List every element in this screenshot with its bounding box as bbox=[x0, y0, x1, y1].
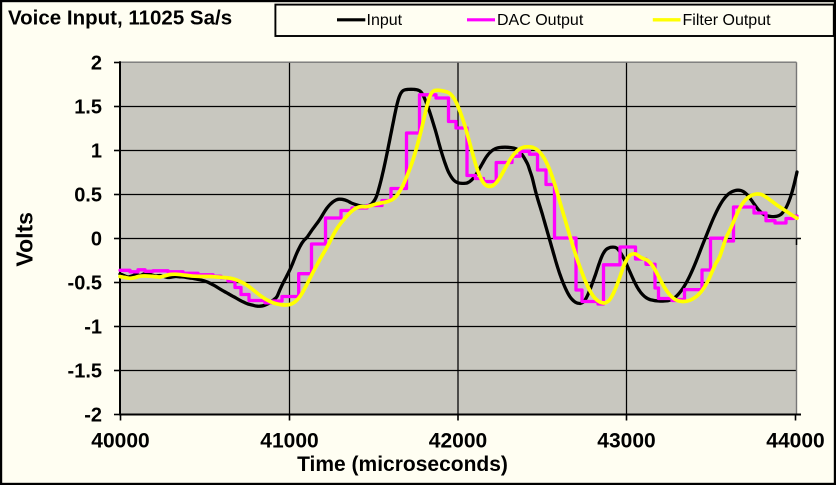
svg-text:2: 2 bbox=[91, 53, 102, 75]
svg-text:Time (microseconds): Time (microseconds) bbox=[297, 453, 508, 476]
svg-text:42000: 42000 bbox=[429, 430, 487, 453]
svg-text:1: 1 bbox=[91, 141, 102, 163]
svg-text:DAC Output: DAC Output bbox=[497, 12, 584, 29]
svg-text:Voice Input, 11025 Sa/s: Voice Input, 11025 Sa/s bbox=[8, 7, 232, 30]
svg-text:1.5: 1.5 bbox=[74, 97, 102, 119]
svg-text:0.5: 0.5 bbox=[74, 185, 102, 207]
svg-text:43000: 43000 bbox=[597, 430, 655, 453]
svg-text:40000: 40000 bbox=[91, 430, 149, 453]
svg-text:-2: -2 bbox=[84, 405, 102, 427]
svg-text:Filter Output: Filter Output bbox=[683, 12, 772, 29]
svg-text:0: 0 bbox=[91, 229, 102, 251]
svg-text:-0.5: -0.5 bbox=[68, 273, 102, 295]
svg-text:Input: Input bbox=[367, 12, 403, 29]
svg-text:41000: 41000 bbox=[260, 430, 318, 453]
svg-text:-1.5: -1.5 bbox=[68, 361, 102, 383]
svg-text:-1: -1 bbox=[84, 317, 102, 339]
svg-text:44000: 44000 bbox=[766, 430, 824, 453]
svg-text:Volts: Volts bbox=[11, 212, 37, 267]
